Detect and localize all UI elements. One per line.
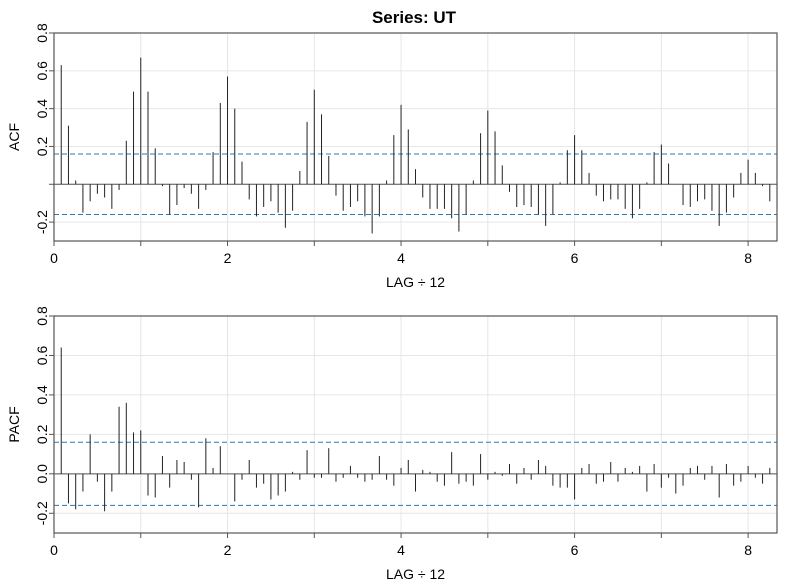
acf-panel: 0 2 4 6 8 0.8 0.6 0.4 0.2 -0.2 LAG ÷ 12 ACF bbox=[6, 23, 778, 290]
y-tick-label: 0.6 bbox=[34, 61, 50, 81]
y-tick-label: 0.0 bbox=[34, 464, 50, 484]
x-tick-label: 0 bbox=[50, 250, 58, 266]
plot-frame bbox=[53, 32, 778, 242]
x-tick-label: 2 bbox=[224, 250, 232, 266]
y-tick-label: 0.2 bbox=[34, 137, 50, 157]
y-tick-label: 0.2 bbox=[34, 424, 50, 444]
x-tick-label: 4 bbox=[397, 250, 405, 266]
x-tick-label: 2 bbox=[224, 542, 232, 558]
y-tick-label: 0.4 bbox=[34, 385, 50, 405]
y-axis-label: ACF bbox=[6, 123, 22, 151]
y-axis-label: PACF bbox=[6, 406, 22, 442]
y-tick-label: 0.8 bbox=[34, 23, 50, 43]
y-tick-label: -0.2 bbox=[34, 210, 50, 234]
x-tick-label: 4 bbox=[397, 542, 405, 558]
pacf-panel: 0 2 4 6 8 0.8 0.6 0.4 0.2 0.0 -0.2 LAG ÷ 12 PACF bbox=[6, 306, 778, 582]
x-tick-label: 8 bbox=[744, 542, 752, 558]
x-tick-label: 6 bbox=[571, 542, 579, 558]
y-tick-label: -0.2 bbox=[34, 501, 50, 525]
y-tick-label: 0.6 bbox=[34, 346, 50, 366]
x-tick-label: 8 bbox=[744, 250, 752, 266]
x-axis-label: LAG ÷ 12 bbox=[386, 274, 445, 290]
chart-title: Series: UT bbox=[372, 8, 457, 27]
y-tick-label: 0.4 bbox=[34, 99, 50, 119]
plot-frame bbox=[53, 315, 778, 534]
x-axis-label: LAG ÷ 12 bbox=[386, 566, 445, 582]
x-tick-label: 6 bbox=[571, 250, 579, 266]
y-tick-label: 0.8 bbox=[34, 306, 50, 326]
x-tick-label: 0 bbox=[50, 542, 58, 558]
